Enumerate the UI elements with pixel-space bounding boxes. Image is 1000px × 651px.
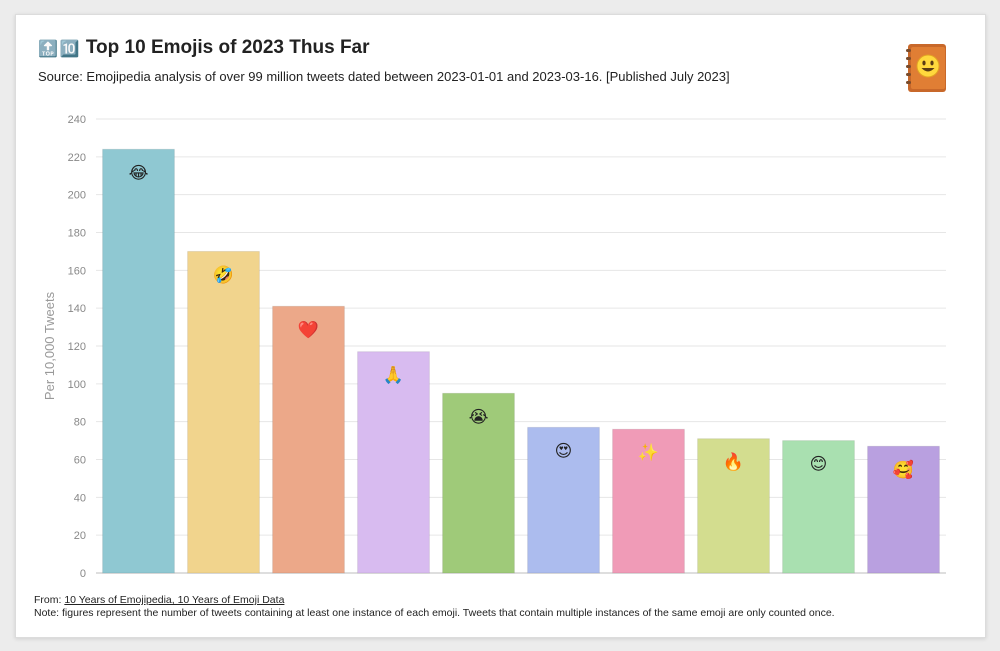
bar xyxy=(782,440,855,574)
chart-title-text: Top 10 Emojis of 2023 Thus Far xyxy=(85,37,370,58)
y-tick-label: 160 xyxy=(68,265,86,277)
bar-emoji-label: 😊 xyxy=(810,455,828,475)
source-label: From: xyxy=(34,594,65,606)
y-tick-label: 100 xyxy=(68,379,86,391)
y-tick-label: 180 xyxy=(68,228,86,240)
bar-emoji-label: ✨ xyxy=(638,443,659,463)
bar xyxy=(442,392,515,574)
y-tick-label: 40 xyxy=(74,492,86,504)
chart-subtitle: Source: Emojipedia analysis of over 99 m… xyxy=(38,69,730,84)
emojipedia-book-icon xyxy=(906,44,946,92)
top-arrow-icon: 🔝 xyxy=(38,38,58,58)
footnote: Note: figures represent the number of tw… xyxy=(34,607,835,619)
bar-chart: 0 20 40 60 80 100 120 140 160 180 200 220 240 Per 10,… xyxy=(42,114,946,580)
bar xyxy=(612,428,685,574)
y-tick-label: 200 xyxy=(68,190,86,202)
bar-emoji-label: ❤️ xyxy=(298,320,320,340)
bar xyxy=(187,250,260,574)
bar xyxy=(102,148,175,574)
bar-emoji-label: 😭 xyxy=(469,407,489,427)
keycap-ten-icon: 🔟 xyxy=(59,38,80,58)
bar xyxy=(867,445,940,574)
y-tick-label: 80 xyxy=(74,417,86,429)
bar xyxy=(357,351,430,574)
source-line: From: 10 Years of Emojipedia, 10 Years o… xyxy=(34,594,835,607)
bar-emoji-label: 🙏 xyxy=(383,366,404,386)
bar-emoji-label: 😍 xyxy=(555,441,573,461)
chart-footer: From: 10 Years of Emojipedia, 10 Years o… xyxy=(34,594,835,620)
source-link[interactable]: 10 Years of Emojipedia, 10 Years of Emoj… xyxy=(64,594,285,606)
chart-card: 🔝 🔟 Top 10 Emojis of 2023 Thus Far Sourc… xyxy=(15,14,986,638)
y-tick-label: 0 xyxy=(80,568,86,580)
bar xyxy=(272,305,345,574)
y-axis-label: Per 10,000 Tweets xyxy=(42,291,57,400)
y-tick-label: 220 xyxy=(68,152,86,164)
y-tick-label: 20 xyxy=(74,530,86,542)
bar xyxy=(527,426,600,574)
y-tick-label: 120 xyxy=(68,341,86,353)
y-tick-label: 140 xyxy=(68,303,86,315)
chart-title: 🔝 🔟 Top 10 Emojis of 2023 Thus Far xyxy=(38,35,370,61)
bar-emoji-label: 🤣 xyxy=(212,264,234,285)
bar-emoji-label: 🥰 xyxy=(893,459,914,480)
bar xyxy=(697,438,770,574)
bar-emoji-label: 🔥 xyxy=(723,452,744,473)
y-tick-label: 240 xyxy=(68,114,86,126)
bar-emoji-label: 😂 xyxy=(129,163,149,183)
y-tick-label: 60 xyxy=(74,455,86,467)
